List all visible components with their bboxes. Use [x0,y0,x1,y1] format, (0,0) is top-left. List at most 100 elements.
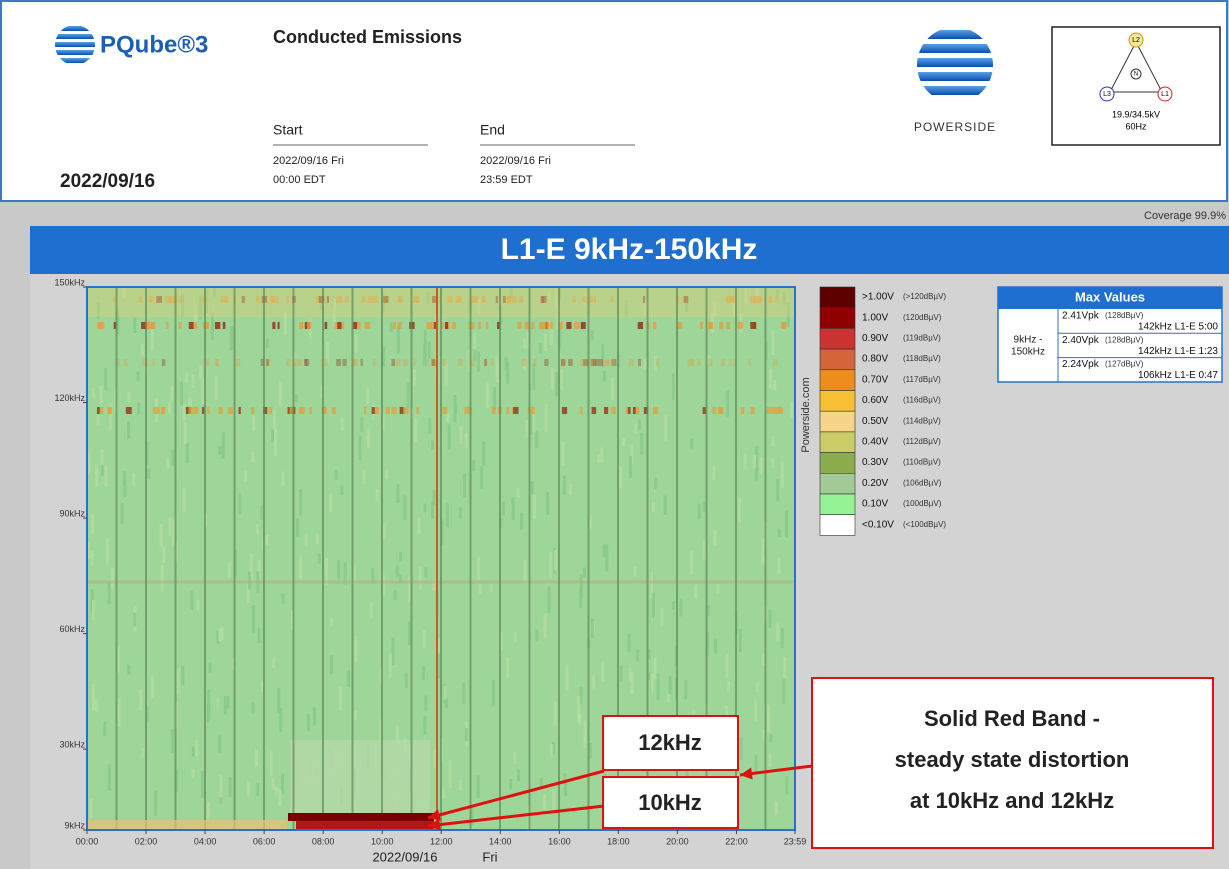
heatmap-texture [299,556,303,580]
heatmap-texture [602,544,606,557]
heatmap-texture [737,322,744,329]
heatmap-texture [252,605,256,634]
heatmap-texture [466,407,473,414]
heatmap-texture [431,322,435,329]
heatmap-texture [604,407,609,414]
heatmap-texture [556,306,560,329]
callout-label: 12kHz [638,730,702,755]
heatmap-texture [104,367,108,390]
heatmap-texture [589,743,593,759]
heatmap-texture [141,747,145,758]
heatmap-texture [201,378,205,405]
heatmap-texture [367,428,371,449]
heatmap-texture [206,322,209,329]
heatmap-texture [191,374,195,389]
heatmap-texture [218,734,222,754]
heatmap-texture [226,696,230,709]
heatmap-texture [298,407,305,414]
x-tick-label: 14:00 [489,836,512,846]
powerside-logo [917,27,993,103]
heatmap-texture [592,675,596,689]
heatmap-texture [692,708,696,719]
heatmap-texture [697,359,701,366]
heatmap-texture [508,296,513,303]
heatmap-texture [266,359,269,366]
heatmap-texture [604,359,609,366]
heatmap-texture [423,503,427,513]
heatmap-texture [437,638,441,652]
heatmap-texture [111,568,115,589]
legend-sub: (118dBµV) [903,354,941,363]
heatmap-texture [789,402,793,419]
heatmap-texture [96,415,100,426]
heatmap-texture [476,351,480,372]
brand: POWERSIDE [914,120,996,134]
heatmap-texture [546,322,550,329]
heatmap-texture [499,305,503,325]
heatmap-texture [671,373,675,401]
heatmap-texture [281,593,285,604]
heatmap-texture [353,710,357,720]
heatmap-texture [395,565,399,577]
heatmap-texture [785,776,789,795]
heatmap-texture [223,696,227,715]
heatmap-texture [713,530,717,546]
heatmap-texture [391,359,396,366]
heatmap-texture [756,296,763,303]
heatmap-texture [354,636,358,662]
heatmap-texture [316,296,322,303]
heatmap-texture [421,666,425,680]
heatmap-texture [691,359,695,366]
heatmap-texture [317,553,321,564]
heatmap-texture [577,696,581,722]
heatmap-texture [422,630,426,649]
x-tick-label: 00:00 [76,836,99,846]
heatmap-texture [277,322,280,329]
node-label: L3 [1103,91,1111,98]
heatmap-texture [605,544,609,572]
heatmap-texture [755,682,759,693]
heatmap-texture [640,432,644,455]
heatmap-texture [525,420,529,438]
heatmap-texture [776,289,780,300]
heatmap-texture [182,487,186,512]
heatmap-texture [178,322,182,329]
heatmap-texture [195,407,199,414]
heatmap-texture [786,302,790,328]
heatmap-texture [369,602,373,619]
heatmap-texture [476,775,480,799]
heatmap-texture [355,322,361,329]
heatmap-texture [273,296,279,303]
heatmap-texture [774,801,778,815]
heatmap-texture [493,387,497,410]
heatmap-texture [306,714,310,732]
heatmap-texture [473,349,477,361]
heatmap-texture [456,296,460,303]
heatmap-texture [214,376,218,400]
heatmap-texture [285,359,290,366]
legend-label: 0.90V [862,333,888,344]
heatmap-texture [477,556,481,580]
heatmap-texture [602,370,606,382]
plot: 9kHz 30kHz 60kHz 90kHz 120kHz 150kHz 00:00 02:0… [54,277,806,864]
heatmap-texture [565,664,569,692]
heatmap-texture [782,291,786,305]
heatmap-texture [328,492,332,513]
heatmap-texture [590,619,594,639]
heatmap-texture [156,296,163,303]
heatmap-texture [679,598,683,617]
heatmap-texture [225,296,229,303]
heatmap-texture [653,658,657,680]
heatmap-texture [168,517,172,536]
heatmap-texture [220,626,224,640]
heatmap-texture [441,322,444,329]
heatmap-texture [320,359,323,366]
heatmap-texture [497,322,501,329]
heatmap-texture [458,780,462,791]
heatmap-texture [408,621,412,646]
heatmap-texture [201,296,206,303]
heatmap-texture [90,550,94,565]
heatmap-texture [277,687,281,714]
heatmap-texture [547,586,551,613]
heatmap-texture [489,583,493,592]
